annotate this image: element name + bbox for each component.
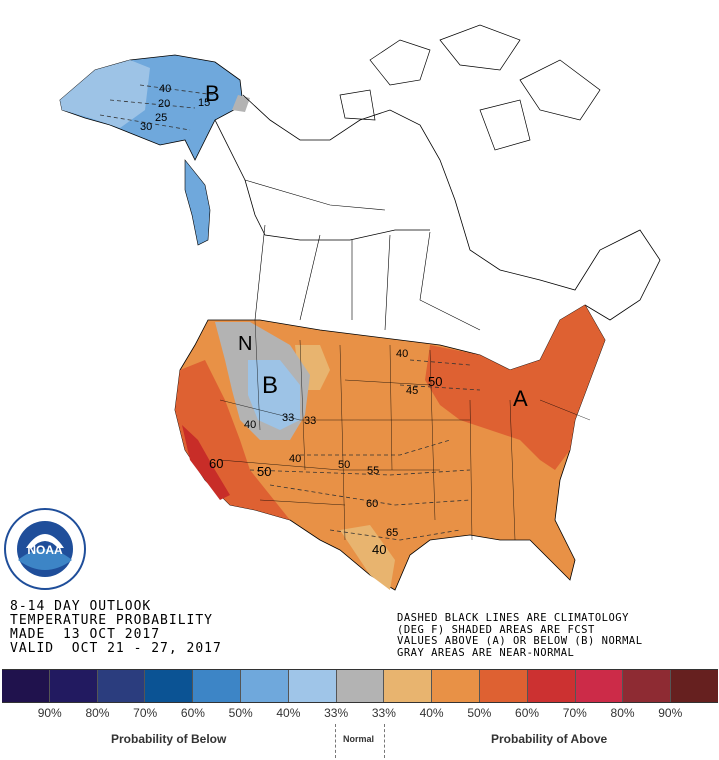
contour-label: 50 — [257, 464, 271, 479]
legend-percent-label: 70% — [133, 706, 158, 720]
contour-label: 45 — [406, 385, 418, 397]
contour-label: 55 — [367, 465, 379, 477]
west-above-60-region — [175, 360, 290, 520]
note-line: DASHED BLACK LINES ARE CLIMATOLOGY — [397, 612, 629, 624]
legend-percent-label: 50% — [228, 706, 253, 720]
ak-panhandle — [184, 159, 211, 246]
legend-percent-label: 80% — [85, 706, 110, 720]
legend-swatch — [240, 670, 289, 702]
map-notes: DASHED BLACK LINES ARE CLIMATOLOGY (DEG F… — [397, 612, 643, 659]
legend-percent-label: 70% — [562, 706, 587, 720]
note-line: GRAY AREAS ARE NEAR-NORMAL — [397, 646, 575, 659]
legend-caption-below: Probability of Below — [111, 732, 227, 746]
contour-label: 65 — [386, 527, 398, 539]
contour-label: 40 — [396, 348, 408, 360]
contour-label: 40 — [289, 453, 301, 465]
legend-swatch — [49, 670, 98, 702]
probability-legend-labels: 90% 80% 70% 60% 50% 40% 33% 33% 40% 50% 60% 70% 80% 9… — [2, 706, 718, 720]
contour-label: 40 — [159, 83, 171, 95]
legend-percent-label: 33% — [371, 706, 396, 720]
contour-label: 33 — [304, 415, 316, 427]
arctic-islands — [339, 24, 601, 151]
note-line: VALUES ABOVE (A) OR BELOW (B) NORMAL — [397, 635, 643, 647]
alaska-below-inner — [60, 60, 150, 128]
legend-percent-label: 40% — [276, 706, 301, 720]
west-above-40-region — [295, 345, 395, 590]
contour-label: 33 — [282, 412, 294, 424]
contour-label: 40 — [372, 542, 386, 557]
temperature-outlook-map: B N B A 40 20 15 25 30 33 33 40 40 60 50… — [59, 24, 661, 591]
contour-label: 25 — [155, 112, 167, 124]
title-line: 8-14 DAY OUTLOOK — [10, 599, 152, 614]
svg-text:NOAA: NOAA — [27, 543, 63, 557]
contour-label: 40 — [244, 419, 256, 431]
contour-label: 50 — [428, 374, 442, 389]
west-b-label: B — [262, 372, 278, 399]
title-line: MADE 13 OCT 2017 — [10, 627, 161, 642]
canada-provinces — [244, 179, 481, 331]
state-borders — [219, 319, 591, 541]
title-line: VALID OCT 21 - 27, 2017 — [10, 641, 222, 656]
contour-label: 20 — [158, 98, 170, 110]
legend-swatch — [479, 670, 528, 702]
legend-swatch — [145, 670, 194, 702]
legend-percent-label: 33% — [324, 706, 349, 720]
probability-legend-bar — [2, 669, 718, 703]
canada-outline — [214, 94, 661, 321]
contour-label: 60 — [366, 498, 378, 510]
legend-swatch — [2, 670, 50, 702]
legend-percent-label: 50% — [467, 706, 492, 720]
normal-divider-left — [335, 724, 336, 758]
climatology-lines — [99, 84, 481, 541]
legend-percent-label: 80% — [610, 706, 635, 720]
contour-label: 50 — [338, 459, 350, 471]
outlook-title-block: 8-14 DAY OUTLOOK TEMPERATURE PROBABILITY M… — [10, 600, 222, 656]
legend-swatch — [432, 670, 480, 702]
west-below-40-region — [248, 360, 300, 430]
normal-divider-right — [384, 724, 385, 758]
east-a-label: A — [513, 386, 528, 411]
legend-percent-label: 90% — [658, 706, 683, 720]
note-line: (DEG F) SHADED AREAS ARE FCST — [397, 623, 595, 636]
legend-percent-label: 40% — [419, 706, 444, 720]
contour-label: 60 — [209, 456, 223, 471]
west-above-70-region — [182, 425, 230, 500]
contour-label: 15 — [198, 97, 210, 109]
legend-percent-label: 60% — [180, 706, 205, 720]
title-line: TEMPERATURE PROBABILITY — [10, 613, 214, 628]
east-above-60-region — [425, 305, 605, 470]
legend-swatch — [575, 670, 624, 702]
legend-percent-label: 90% — [37, 706, 62, 720]
legend-swatch — [97, 670, 146, 702]
legend-swatch — [193, 670, 241, 702]
legend-swatch — [288, 670, 337, 702]
legend-swatch — [384, 670, 433, 702]
contour-label: 30 — [140, 121, 152, 133]
legend-percent-label: 60% — [515, 706, 540, 720]
alaska-b-label: B — [205, 81, 220, 106]
west-n-label: N — [238, 333, 252, 355]
alaska-normal-corner — [232, 95, 250, 112]
legend-caption-above: Probability of Above — [491, 732, 608, 746]
legend-caption-normal: Normal — [343, 734, 375, 744]
legend-swatch — [623, 670, 672, 702]
legend-swatch — [671, 670, 718, 702]
legend-swatch — [527, 670, 576, 702]
noaa-logo-icon: NOAA — [4, 508, 86, 590]
legend-swatch — [336, 670, 385, 702]
